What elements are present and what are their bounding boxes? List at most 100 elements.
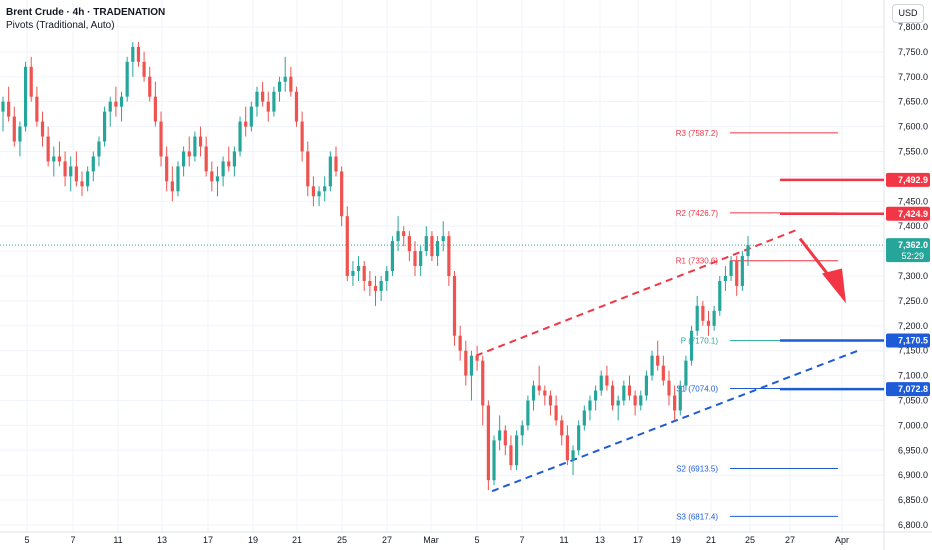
candle <box>531 380 536 411</box>
candle <box>289 66 293 97</box>
candle-body <box>407 236 411 252</box>
price-tick-label: 7,300.0 <box>898 271 928 281</box>
currency-button[interactable]: USD <box>892 4 924 23</box>
candle-body <box>345 216 349 276</box>
candle-body <box>232 151 237 167</box>
time-axis[interactable]: 5 7 11 13 17 19 21 25 27 Mar 5 7 11 13 17 19 21 25 27 Apr <box>24 535 849 545</box>
candle <box>102 106 107 147</box>
time-tick-label: 7 <box>519 535 524 545</box>
candle <box>526 395 530 431</box>
pivot-label-r1: R1 (7330.6) <box>676 257 719 266</box>
candle <box>345 206 349 281</box>
time-tick-label: 11 <box>113 535 122 545</box>
candle-body <box>424 236 428 252</box>
price-tick-label: 6,850.0 <box>898 495 928 505</box>
candle <box>249 101 253 132</box>
candle <box>136 41 141 67</box>
channel-lower-line[interactable] <box>491 349 859 493</box>
candle-body <box>695 305 699 331</box>
candle <box>311 176 316 207</box>
candle <box>356 256 361 281</box>
time-tick-label: 21 <box>292 535 302 545</box>
candle-body <box>277 81 282 92</box>
candle-body <box>718 280 722 311</box>
candle <box>244 106 248 137</box>
candle <box>599 370 603 396</box>
candle <box>306 141 310 197</box>
price-axis[interactable]: 7,800.0 7,750.0 7,700.0 7,650.0 7,600.0 7,550… <box>898 22 928 530</box>
candle-body <box>227 161 231 167</box>
candle <box>232 146 237 177</box>
candle <box>238 116 242 157</box>
candle <box>656 340 660 371</box>
candle-body <box>509 445 513 466</box>
price-tag[interactable] <box>886 382 930 397</box>
candle <box>667 370 671 406</box>
candle-body <box>23 66 28 127</box>
last-price-tag[interactable] <box>886 238 930 263</box>
candle-body <box>102 111 107 142</box>
candle-body <box>514 435 519 466</box>
price-tag[interactable] <box>886 206 930 221</box>
channel-upper-line[interactable] <box>475 227 801 357</box>
candle-body <box>627 385 632 396</box>
candle <box>464 340 468 386</box>
price-tick-label: 6,950.0 <box>898 445 928 455</box>
candle-body <box>441 236 445 242</box>
price-tag-label: 7,492.9 <box>898 175 928 185</box>
candle-body <box>108 101 112 112</box>
candle <box>452 271 457 346</box>
candle-body <box>458 335 462 351</box>
candle <box>266 91 270 122</box>
price-tag-label: 7,424.9 <box>898 209 928 219</box>
candle-body <box>684 360 688 386</box>
candle <box>441 221 445 252</box>
candle <box>565 425 569 466</box>
candle <box>695 295 699 336</box>
candle <box>153 81 157 127</box>
candle <box>390 236 395 276</box>
forecast-arrow[interactable] <box>798 237 846 304</box>
candle-body <box>74 166 78 182</box>
candle-body <box>272 91 276 112</box>
time-tick-label: 5 <box>24 535 29 545</box>
candle <box>148 66 152 102</box>
candle <box>413 241 417 276</box>
time-tick-label: 17 <box>203 535 213 545</box>
candle-body <box>656 355 660 366</box>
candle-body <box>317 191 321 197</box>
candle-body <box>379 280 383 291</box>
candle <box>729 256 733 281</box>
candle <box>571 445 575 476</box>
indicator-label[interactable]: Pivots (Traditional, Auto) <box>6 20 115 31</box>
candle-body <box>340 171 344 217</box>
candle <box>673 385 677 421</box>
candle-body <box>599 375 603 391</box>
candle-body <box>255 91 259 107</box>
key-levels[interactable] <box>780 178 884 391</box>
candle-body <box>430 236 434 257</box>
candle-body <box>97 141 101 157</box>
candle-body <box>746 245 750 257</box>
candle <box>379 275 383 301</box>
time-tick-label: 25 <box>337 535 347 545</box>
candle-body <box>373 285 378 291</box>
candle-body <box>531 385 536 401</box>
candle-body <box>165 156 169 182</box>
candle-body <box>69 166 73 177</box>
candle-body <box>560 420 564 436</box>
price-tag[interactable] <box>886 333 930 348</box>
symbol-title[interactable]: Brent Crude · 4h · TRADENATION <box>6 7 166 18</box>
candle <box>63 151 67 187</box>
price-tags[interactable]: 7,492.9 7,424.9 7,170.5 7,072.8 7,362.052:29 <box>886 172 930 397</box>
candle-body <box>204 146 208 172</box>
candle-body <box>136 46 141 62</box>
candle <box>198 126 203 157</box>
candle-body <box>7 101 11 117</box>
candle <box>328 151 332 192</box>
pivot-label-s1: S1 (7074.0) <box>676 385 718 394</box>
candle-body <box>29 66 33 97</box>
price-tag[interactable] <box>886 172 930 187</box>
candle-body <box>498 430 502 441</box>
